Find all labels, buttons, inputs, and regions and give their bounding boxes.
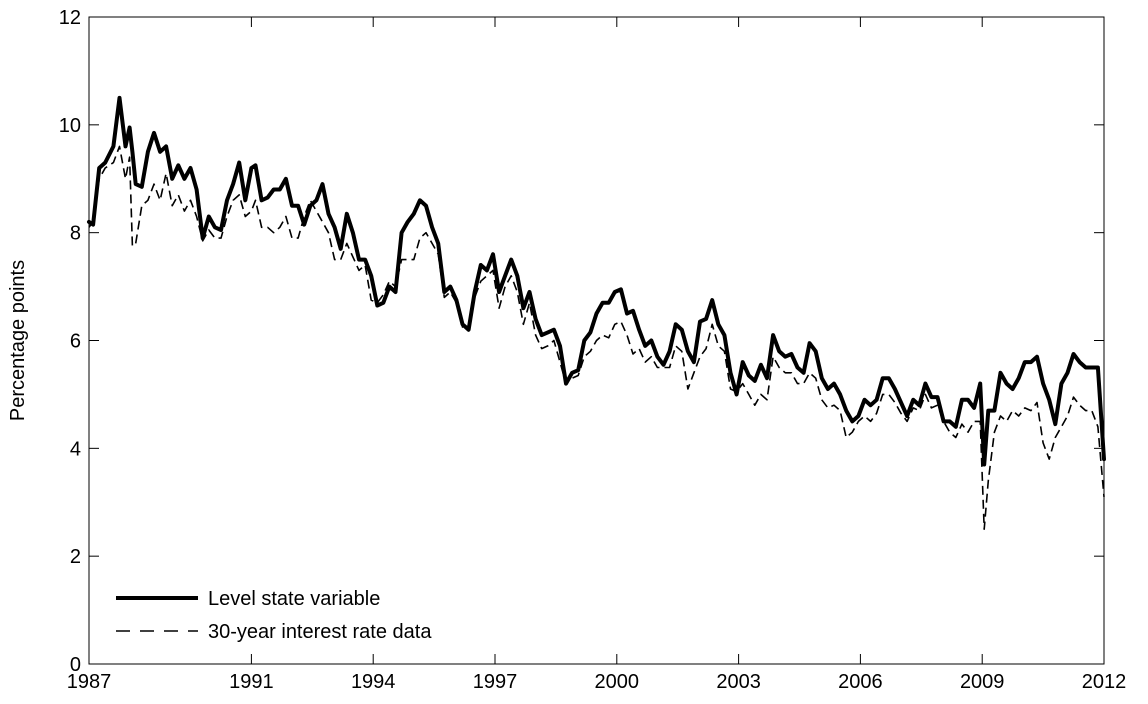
x-tick-label: 1991 — [229, 671, 274, 693]
y-tick-label: 12 — [59, 7, 81, 29]
y-tick-label: 10 — [59, 115, 81, 137]
x-tick-label: 2006 — [838, 671, 883, 693]
y-tick-label: 4 — [70, 438, 81, 460]
x-tick-label: 2012 — [1082, 671, 1127, 693]
x-tick-label: 1987 — [67, 671, 112, 693]
ticks-layer — [88, 16, 1105, 665]
y-tick-label: 8 — [70, 223, 81, 245]
y-tick-label: 6 — [70, 331, 81, 353]
x-tick-label: 1994 — [351, 671, 396, 693]
x-tick-label: 2000 — [595, 671, 640, 693]
x-tick-label: 1997 — [473, 671, 518, 693]
y-tick-label: 2 — [70, 546, 81, 568]
legend: Level state variable 30-year interest ra… — [116, 588, 432, 643]
series-layer — [87, 95, 1106, 531]
tick-labels-layer: 1987 1991 1994 1997 2000 2003 2006 2009 2012 0 2 4 6… — [59, 7, 1127, 693]
legend-label-level-state-variable: Level state variable — [208, 588, 380, 610]
series-line-1 — [88, 145, 1105, 531]
y-axis-title: Percentage points — [7, 260, 29, 421]
y-tick-label: 0 — [70, 654, 81, 676]
x-tick-label: 2009 — [960, 671, 1005, 693]
series-line-0 — [87, 95, 1106, 467]
x-tick-label: 2003 — [716, 671, 761, 693]
legend-label-30-year-interest-rate-data: 30-year interest rate data — [208, 621, 432, 643]
